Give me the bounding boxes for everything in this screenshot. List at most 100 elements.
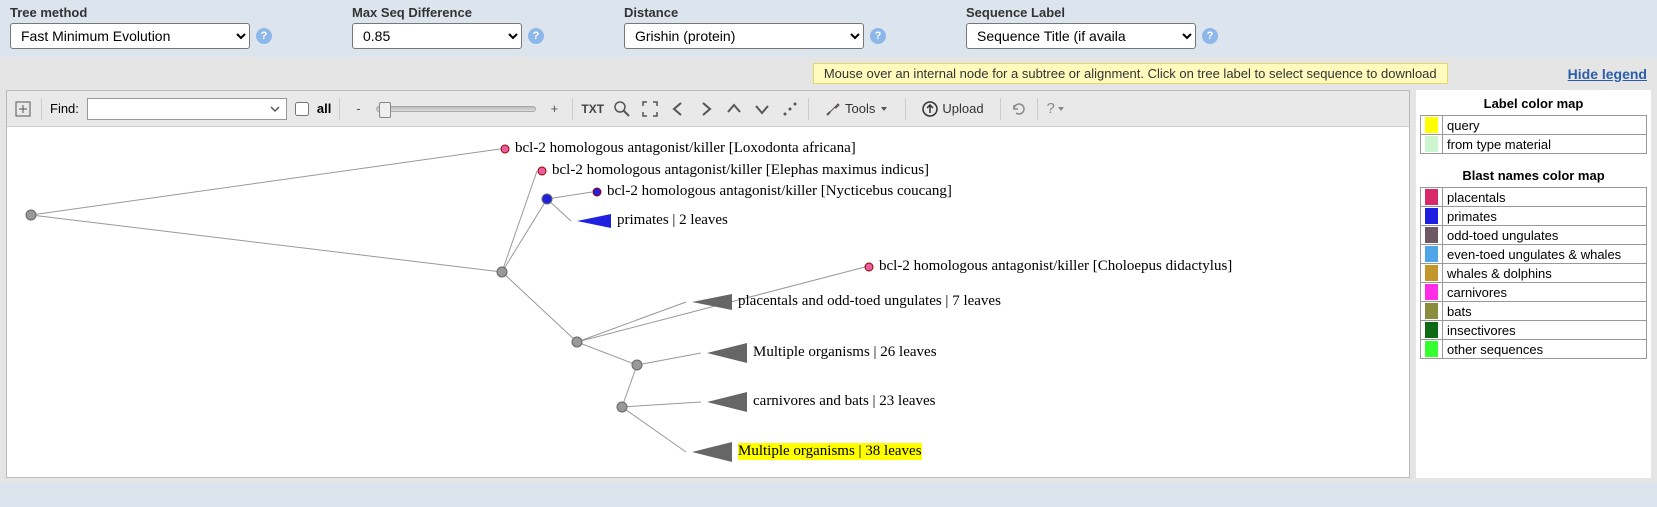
internal-node[interactable] xyxy=(632,360,642,370)
search-icon[interactable] xyxy=(612,99,632,119)
arrow-up-icon[interactable] xyxy=(724,99,744,119)
collapsed-subtree-label[interactable]: carnivores and bats | 23 leaves xyxy=(753,393,936,410)
legend-swatch xyxy=(1425,265,1438,281)
internal-node[interactable] xyxy=(542,194,552,204)
leaf-node[interactable] xyxy=(593,188,601,196)
legend-row[interactable]: from type material xyxy=(1421,135,1647,154)
internal-node[interactable] xyxy=(497,267,507,277)
zoom-out-icon[interactable]: - xyxy=(348,99,368,119)
legend-swatch xyxy=(1425,284,1438,300)
legend-name: carnivores xyxy=(1443,283,1647,302)
collapsed-subtree-icon[interactable] xyxy=(707,343,747,363)
legend-name: odd-toed ungulates xyxy=(1443,226,1647,245)
legend-row[interactable]: bats xyxy=(1421,302,1647,321)
zoom-slider[interactable] xyxy=(376,106,536,112)
tree-method-select[interactable]: Fast Minimum Evolution xyxy=(10,23,250,49)
tree-method-group: Tree method Fast Minimum Evolution ? xyxy=(10,5,272,49)
legend-swatch xyxy=(1425,189,1438,205)
help-icon[interactable]: ? xyxy=(1202,28,1218,44)
help-menu-icon[interactable]: ? xyxy=(1046,99,1066,119)
collapsed-subtree-icon[interactable] xyxy=(692,442,732,462)
internal-node[interactable] xyxy=(617,402,627,412)
collapsed-subtree-label[interactable]: Multiple organisms | 38 leaves xyxy=(738,443,922,460)
legend-row[interactable]: carnivores xyxy=(1421,283,1647,302)
legend-name: placentals xyxy=(1443,188,1647,207)
help-icon[interactable]: ? xyxy=(256,28,272,44)
seq-label-select[interactable]: Sequence Title (if availa xyxy=(966,23,1196,49)
leaf-label[interactable]: bcl-2 homologous antagonist/killer [Loxo… xyxy=(515,140,856,157)
txt-export-button[interactable]: TXT xyxy=(581,102,604,116)
max-seq-diff-label: Max Seq Difference xyxy=(352,5,544,20)
distance-group: Distance Grishin (protein) ? xyxy=(624,5,886,49)
toolbar: Find: all - + TXT xyxy=(7,91,1409,127)
chevron-down-icon[interactable] xyxy=(265,99,285,119)
hint-row: Mouse over an internal node for a subtre… xyxy=(6,61,1651,86)
max-seq-diff-select[interactable]: 0.85 xyxy=(352,23,522,49)
collapsed-subtree-icon[interactable] xyxy=(707,392,747,412)
internal-node[interactable] xyxy=(26,210,36,220)
main-area: Mouse over an internal node for a subtre… xyxy=(0,57,1657,482)
zoom-in-icon[interactable]: + xyxy=(544,99,564,119)
legend-row[interactable]: insectivores xyxy=(1421,321,1647,340)
legend-swatch xyxy=(1425,208,1438,224)
find-all-checkbox[interactable] xyxy=(295,102,309,116)
leaf-node[interactable] xyxy=(865,263,873,271)
refresh-icon[interactable] xyxy=(1009,99,1029,119)
leaf-label[interactable]: bcl-2 homologous antagonist/killer [Chol… xyxy=(879,258,1232,275)
arrow-right-icon[interactable] xyxy=(696,99,716,119)
leaf-label[interactable]: bcl-2 homologous antagonist/killer [Nyct… xyxy=(607,183,952,200)
tree-canvas[interactable]: bcl-2 homologous antagonist/killer [Loxo… xyxy=(7,127,1409,477)
label-color-map-table: queryfrom type material xyxy=(1420,115,1647,154)
legend-swatch xyxy=(1425,117,1438,133)
legend-swatch xyxy=(1425,136,1438,152)
hide-legend-link[interactable]: Hide legend xyxy=(1568,66,1647,82)
legend-row[interactable]: whales & dolphins xyxy=(1421,264,1647,283)
blast-color-map-title: Blast names color map xyxy=(1420,168,1647,183)
seq-label-group: Sequence Label Sequence Title (if availa… xyxy=(966,5,1218,49)
find-input[interactable] xyxy=(87,98,287,120)
collapsed-subtree-label[interactable]: placentals and odd-toed ungulates | 7 le… xyxy=(738,293,1001,310)
legend-name: primates xyxy=(1443,207,1647,226)
legend-name: other sequences xyxy=(1443,340,1647,359)
tools-button[interactable]: Tools xyxy=(817,99,897,119)
label-color-map-title: Label color map xyxy=(1420,96,1647,111)
legend-name: even-toed ungulates & whales xyxy=(1443,245,1647,264)
blast-color-map-table: placentalsprimatesodd-toed ungulateseven… xyxy=(1420,187,1647,359)
viewer-container: Find: all - + TXT xyxy=(6,90,1651,478)
collapsed-subtree-icon[interactable] xyxy=(577,214,611,228)
legend-swatch xyxy=(1425,322,1438,338)
find-label: Find: xyxy=(50,101,79,116)
legend-row[interactable]: odd-toed ungulates xyxy=(1421,226,1647,245)
help-icon[interactable]: ? xyxy=(528,28,544,44)
leaf-node[interactable] xyxy=(501,145,509,153)
legend-row[interactable]: other sequences xyxy=(1421,340,1647,359)
legend-swatch xyxy=(1425,341,1438,357)
legend-row[interactable]: placentals xyxy=(1421,188,1647,207)
arrow-down-icon[interactable] xyxy=(752,99,772,119)
help-icon[interactable]: ? xyxy=(870,28,886,44)
legend-row[interactable]: primates xyxy=(1421,207,1647,226)
upload-button[interactable]: Upload xyxy=(914,99,991,119)
collapsed-subtree-label[interactable]: primates | 2 leaves xyxy=(617,212,728,229)
legend-name: from type material xyxy=(1443,135,1647,154)
hint-text: Mouse over an internal node for a subtre… xyxy=(813,63,1448,84)
legend-swatch xyxy=(1425,227,1438,243)
fullscreen-icon[interactable] xyxy=(640,99,660,119)
distance-select[interactable]: Grishin (protein) xyxy=(624,23,864,49)
tree-panel: Find: all - + TXT xyxy=(6,90,1410,478)
collapsed-subtree-label[interactable]: Multiple organisms | 26 leaves xyxy=(753,344,937,361)
legend-swatch xyxy=(1425,246,1438,262)
legend-name: insectivores xyxy=(1443,321,1647,340)
internal-node[interactable] xyxy=(572,337,582,347)
collapsed-subtree-icon[interactable] xyxy=(692,294,732,310)
legend-row[interactable]: query xyxy=(1421,116,1647,135)
expand-panel-icon[interactable] xyxy=(13,99,33,119)
arrow-left-icon[interactable] xyxy=(668,99,688,119)
legend-row[interactable]: even-toed ungulates & whales xyxy=(1421,245,1647,264)
legend-swatch xyxy=(1425,303,1438,319)
leaf-label[interactable]: bcl-2 homologous antagonist/killer [Elep… xyxy=(552,162,929,179)
distance-label: Distance xyxy=(624,5,886,20)
ruler-icon[interactable] xyxy=(780,99,800,119)
leaf-node[interactable] xyxy=(538,167,546,175)
legend-name: bats xyxy=(1443,302,1647,321)
